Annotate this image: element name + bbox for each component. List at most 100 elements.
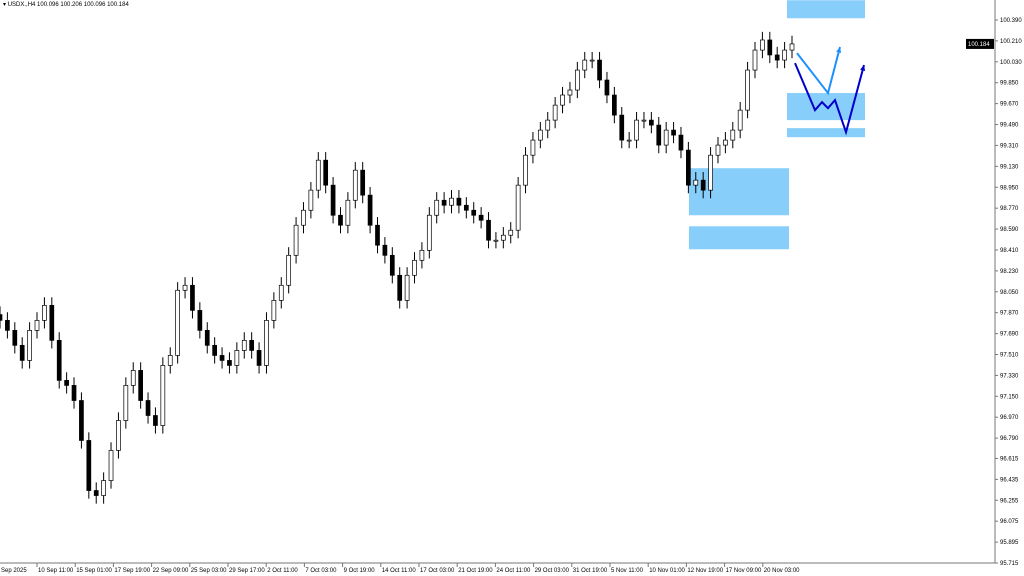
candle-body <box>626 139 632 142</box>
candle-body <box>123 385 129 421</box>
candle-body <box>737 109 743 131</box>
candle-body <box>5 320 10 331</box>
candle-body <box>64 380 69 386</box>
y-tick-label: 96.255 <box>1000 498 1019 504</box>
candle-body <box>249 339 255 351</box>
y-tick-label: 97.330 <box>1000 373 1019 379</box>
candle-body <box>286 254 292 286</box>
candle-body <box>456 197 462 206</box>
y-tick-label: 100.210 <box>1000 39 1022 45</box>
candle-body <box>345 199 351 226</box>
y-tick-label: 96.790 <box>1000 436 1019 442</box>
symbol-header: ▾ USDX.,H4 100.096 100.206 100.096 100.1… <box>3 2 129 8</box>
y-tick-label: 96.970 <box>1000 415 1019 421</box>
x-tick-label: 7 Oct 03:00 <box>305 568 337 574</box>
candle-body <box>145 400 151 416</box>
projection-arrow-line <box>794 62 865 136</box>
candle-body <box>515 184 521 231</box>
candle-body <box>367 194 373 226</box>
candle-body <box>530 139 536 156</box>
candle-body <box>323 159 329 186</box>
y-tick-label: 98.950 <box>1000 185 1019 191</box>
candle-body <box>108 450 114 481</box>
candle-body <box>752 49 758 71</box>
y-tick-label: 99.130 <box>1000 164 1019 170</box>
x-tick-label: 17 Sep 19:00 <box>114 568 150 574</box>
x-tick-label: 21 Oct 19:00 <box>458 568 493 574</box>
y-tick-label: 97.690 <box>1000 332 1019 338</box>
candle-body <box>434 199 440 216</box>
candle-body <box>634 119 639 141</box>
candle-body <box>264 320 269 366</box>
zone-rect <box>689 226 789 250</box>
candle-body <box>693 179 699 186</box>
candle-body <box>197 310 203 331</box>
candle-body <box>419 249 425 261</box>
candle-body <box>723 139 728 146</box>
y-tick-label: 99.490 <box>1000 123 1019 129</box>
candle-body <box>93 490 99 496</box>
candle-body <box>34 320 40 331</box>
x-tick-label: 2 Oct 11:00 <box>267 568 298 574</box>
candle-body <box>271 300 277 321</box>
candle-body <box>138 370 143 401</box>
candle-body <box>500 234 506 241</box>
y-tick-label: 97.510 <box>1000 353 1019 359</box>
y-tick-label: 100.390 <box>1000 18 1022 24</box>
candle-body <box>19 344 25 361</box>
candle-body <box>0 314 3 321</box>
candle-body <box>330 184 336 216</box>
candle-body <box>552 104 558 121</box>
y-tick-label: 96.075 <box>1000 519 1019 525</box>
zone-rect <box>787 0 865 19</box>
candle-body <box>175 289 180 356</box>
x-tick-label: 24 Oct 11:00 <box>496 568 531 574</box>
y-tick-label: 99.670 <box>1000 102 1019 108</box>
candle-body <box>12 330 18 346</box>
y-tick-label: 99.850 <box>1000 81 1019 87</box>
candle-body <box>567 89 573 96</box>
candle-body <box>545 119 551 131</box>
candle-body <box>700 179 706 191</box>
candle-body <box>560 94 565 106</box>
x-tick-label: 14 Oct 11:00 <box>382 568 417 574</box>
candle-body <box>641 119 647 122</box>
candle-body <box>308 189 314 211</box>
symbol-ohlc-text: USDX.,H4 100.096 100.206 100.096 100.184 <box>7 2 129 8</box>
y-tick-label: 98.050 <box>1000 290 1019 296</box>
candle-body <box>278 284 284 301</box>
candle-body <box>227 360 232 366</box>
y-tick-label: 98.230 <box>1000 269 1019 275</box>
candle-body <box>789 43 795 51</box>
x-tick-label: 29 Sep 17:00 <box>229 568 265 574</box>
candle-body <box>167 355 173 366</box>
x-tick-label: 17 Oct 03:00 <box>420 568 455 574</box>
candle-body <box>745 69 750 111</box>
candle-body <box>678 134 684 151</box>
x-tick-label: 25 Sep 03:00 <box>191 568 227 574</box>
x-tick-label: 15 Sep 01:00 <box>76 568 112 574</box>
candle-body <box>101 480 106 496</box>
x-tick-label: 17 Nov 09:00 <box>726 568 762 574</box>
y-tick-label: 99.310 <box>1000 143 1019 149</box>
candle-body <box>589 59 595 62</box>
candle-body <box>204 330 210 346</box>
x-tick-label: 9 Oct 19:00 <box>344 568 376 574</box>
candle-body <box>219 355 225 361</box>
candle-body <box>256 350 262 366</box>
x-tick-label: 31 Oct 19:00 <box>573 568 608 574</box>
y-tick-label: 98.770 <box>1000 206 1019 212</box>
candle-body <box>153 415 158 426</box>
current-price-badge <box>966 38 994 49</box>
candle-body <box>478 214 484 221</box>
candle-body <box>27 330 32 361</box>
candle-body <box>604 79 610 96</box>
candle-body <box>774 54 780 61</box>
current-price-label: 100.184 <box>968 42 990 48</box>
x-tick-label: 22 Sep 09:00 <box>153 568 189 574</box>
candle-body <box>426 214 432 251</box>
candle-body <box>612 94 617 116</box>
candle-body <box>686 149 691 186</box>
candle-body <box>360 169 366 196</box>
